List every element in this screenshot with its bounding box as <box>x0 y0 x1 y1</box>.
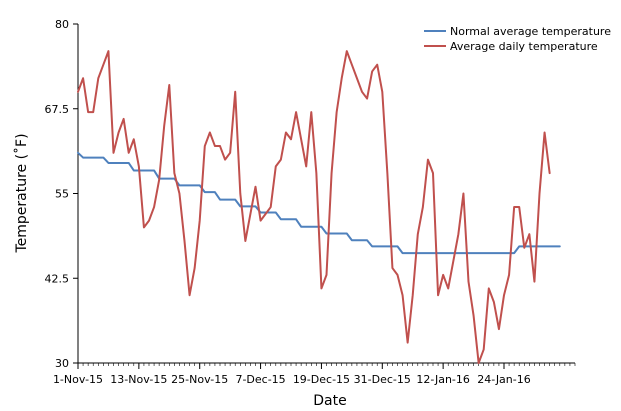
y-tick-label: 80 <box>55 18 69 31</box>
y-axis-title: Temperature (˚F) <box>13 133 30 253</box>
x-tick-label: 19-Dec-15 <box>293 373 350 386</box>
legend-label-daily: Average daily temperature <box>450 40 598 53</box>
x-tick-label: 12-Jan-16 <box>416 373 470 386</box>
x-tick-label: 7-Dec-15 <box>235 373 285 386</box>
x-axis-ticks: 1-Nov-15 13-Nov-15 25-Nov-15 7-Dec-15 19-Dec… <box>53 363 576 386</box>
series-line-1 <box>77 50 551 364</box>
series-layer <box>77 50 561 364</box>
y-tick-label: 67.5 <box>45 103 70 116</box>
x-tick-label: 1-Nov-15 <box>53 373 103 386</box>
y-tick-label: 42.5 <box>45 272 70 285</box>
x-tick-label: 13-Nov-15 <box>110 373 167 386</box>
series-line-0 <box>77 151 561 255</box>
x-tick-label: 25-Nov-15 <box>171 373 228 386</box>
legend: Normal average temperature Average daily… <box>424 25 611 53</box>
x-tick-label: 24-Jan-16 <box>477 373 531 386</box>
legend-label-normal: Normal average temperature <box>450 25 611 38</box>
y-axis-ticks: 30 42.5 55 67.5 80 <box>45 18 78 370</box>
x-tick-label: 31-Dec-15 <box>354 373 411 386</box>
y-tick-label: 30 <box>55 357 69 370</box>
y-tick-label: 55 <box>55 188 69 201</box>
x-axis-title: Date <box>313 393 346 409</box>
